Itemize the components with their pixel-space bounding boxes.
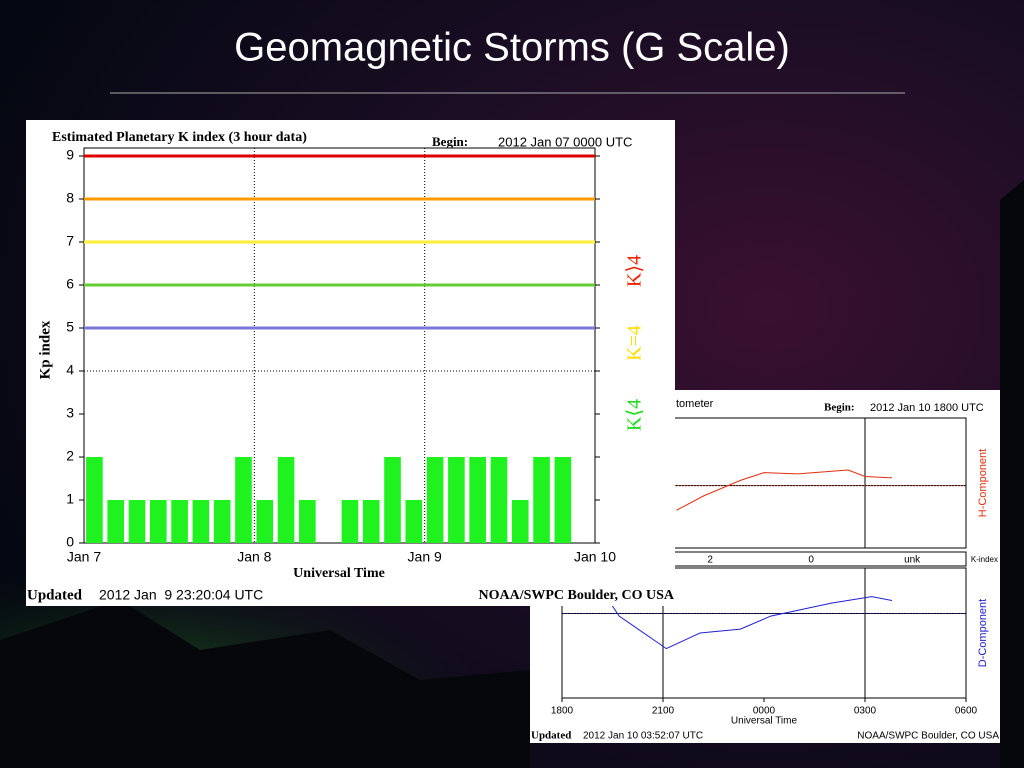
bar xyxy=(405,500,423,543)
y-tick-label: 7 xyxy=(66,233,74,249)
bar xyxy=(213,500,231,543)
x-tick-label: 1800 xyxy=(551,706,574,717)
y-tick-label: 6 xyxy=(66,276,74,292)
chart-title: Estimated Planetary K index (3 hour data… xyxy=(52,130,307,145)
bar xyxy=(448,457,465,543)
x-tick-label: 0300 xyxy=(854,706,877,717)
begin-value: 2012 Jan 07 0000 UTC xyxy=(498,134,632,149)
bar xyxy=(107,500,125,543)
updated-label: Updated xyxy=(27,587,83,603)
bar xyxy=(426,457,444,543)
updated-label: Updated xyxy=(531,730,571,742)
x-tick-label: Jan 9 xyxy=(408,549,442,565)
bar xyxy=(256,500,274,543)
bar xyxy=(362,500,380,543)
legend-label: K=4 xyxy=(624,325,646,361)
begin-value: 2012 Jan 10 1800 UTC xyxy=(870,402,984,414)
bar xyxy=(171,500,188,543)
legend-label: K⟩4 xyxy=(624,255,646,287)
x-tick-label: 2100 xyxy=(652,706,675,717)
y-tick-label: 1 xyxy=(66,491,74,507)
source: NOAA/SWPC Boulder, CO USA xyxy=(478,588,674,603)
bar xyxy=(128,500,146,543)
x-tick-label: Jan 10 xyxy=(574,549,616,565)
bar xyxy=(490,457,508,543)
bar xyxy=(469,457,486,543)
bar xyxy=(341,500,359,543)
x-tick-label: 0000 xyxy=(753,706,776,717)
bar xyxy=(384,457,401,543)
trees xyxy=(0,180,1024,768)
begin-label: Begin: xyxy=(432,134,468,149)
k-value: unk xyxy=(904,555,921,566)
x-axis-label: Universal Time xyxy=(293,566,385,581)
panel-label: D-Component xyxy=(977,599,989,667)
x-tick-label: Jan 7 xyxy=(67,549,101,565)
y-tick-label: 9 xyxy=(66,147,74,163)
y-tick-label: 8 xyxy=(66,190,74,206)
trace xyxy=(676,469,892,511)
y-tick-label: 5 xyxy=(66,319,74,335)
kp-chart: Estimated Planetary K index (3 hour data… xyxy=(26,120,675,606)
bar xyxy=(511,500,529,543)
y-tick-label: 3 xyxy=(66,405,74,421)
y-tick-label: 4 xyxy=(66,362,74,378)
y-tick-label: 2 xyxy=(66,448,74,464)
bar xyxy=(150,500,167,543)
slide-title: Geomagnetic Storms (G Scale) xyxy=(234,26,790,70)
updated-value: 2012 Jan 10 03:52:07 UTC xyxy=(583,731,703,742)
bar xyxy=(192,500,210,543)
updated-value: 2012 Jan 9 23:20:04 UTC xyxy=(99,587,263,603)
chart-title: tometer xyxy=(676,398,714,410)
x-tick-label: Jan 8 xyxy=(237,549,271,565)
panel-label: H-Component xyxy=(977,449,989,517)
y-axis-label: Kp index xyxy=(37,320,53,379)
source: NOAA/SWPC Boulder, CO USA xyxy=(857,731,999,742)
y-tick-label: 0 xyxy=(66,534,74,550)
begin-label: Begin: xyxy=(824,402,855,414)
bar xyxy=(277,457,295,543)
bar xyxy=(554,457,572,543)
bar xyxy=(533,457,550,543)
k-label: K-index xyxy=(971,555,998,564)
k-value: 2 xyxy=(707,555,713,566)
bar xyxy=(235,457,252,543)
bar xyxy=(299,500,316,543)
k-value: 0 xyxy=(808,555,814,566)
legend-label: K⟨4 xyxy=(624,399,646,431)
x-tick-label: 0600 xyxy=(955,706,978,717)
bar xyxy=(86,457,103,543)
x-axis-label: Universal Time xyxy=(731,716,798,727)
plot-frame xyxy=(83,147,596,544)
